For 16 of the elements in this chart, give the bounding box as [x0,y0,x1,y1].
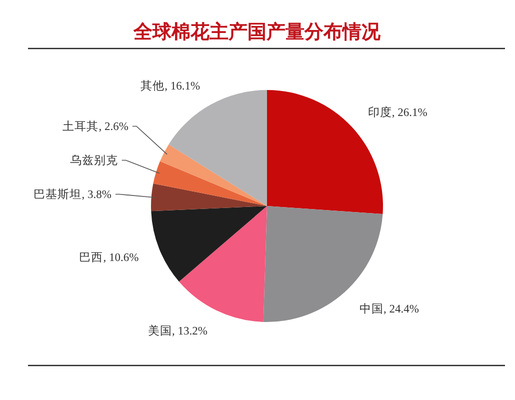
slice-label: 美国, 13.2% [148,323,208,338]
slice-label: 印度, 26.1% [368,104,428,119]
chart-title: 全球棉花主产国产量分布情况 [132,21,382,43]
slice-label: 巴基斯坦, 3.8% [34,188,112,202]
pie-slice [179,206,267,322]
pie-slice [153,161,267,206]
pie-slice [151,184,267,212]
pie-slice [263,206,383,322]
pie-slice [168,90,267,206]
slice-label: 土耳其, 2.6% [62,120,129,134]
slice-label: 乌兹别克 [70,154,118,168]
slice-label: 巴西, 10.6% [79,250,140,264]
pie-slice [160,144,267,206]
pie-slice [151,206,267,282]
slice-label: 其他, 16.1% [140,79,201,92]
slice-label: 中国, 24.4% [360,302,420,316]
